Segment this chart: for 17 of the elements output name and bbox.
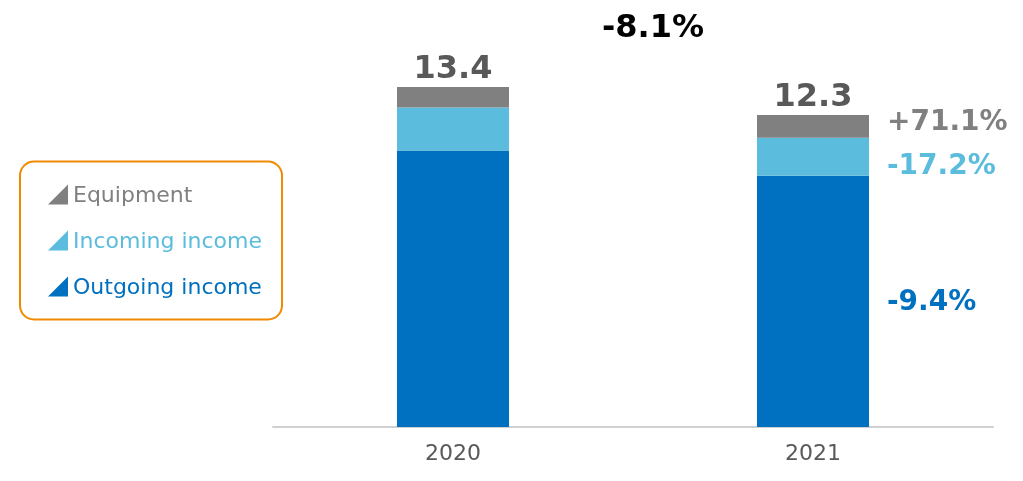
- bar: [397, 87, 509, 108]
- annotation: -17.2%: [887, 148, 996, 182]
- annotation: +71.1%: [887, 103, 1008, 137]
- annotation: 12.3: [773, 75, 853, 114]
- legend-label: Outgoing income: [73, 274, 262, 299]
- bar: [397, 107, 509, 151]
- text: -8.1%: [601, 7, 705, 45]
- bar: [397, 150, 509, 427]
- legend-label: Equipment: [73, 182, 193, 207]
- annotation: -9.4%: [887, 283, 977, 317]
- legend-label: Incoming income: [73, 228, 263, 253]
- annotation: 13.4: [413, 48, 493, 86]
- x-tick-label: 2020: [425, 439, 481, 465]
- x-tick-label: 2021: [785, 439, 841, 465]
- bar: [757, 137, 869, 176]
- bar: [757, 114, 869, 138]
- bar: [757, 175, 869, 427]
